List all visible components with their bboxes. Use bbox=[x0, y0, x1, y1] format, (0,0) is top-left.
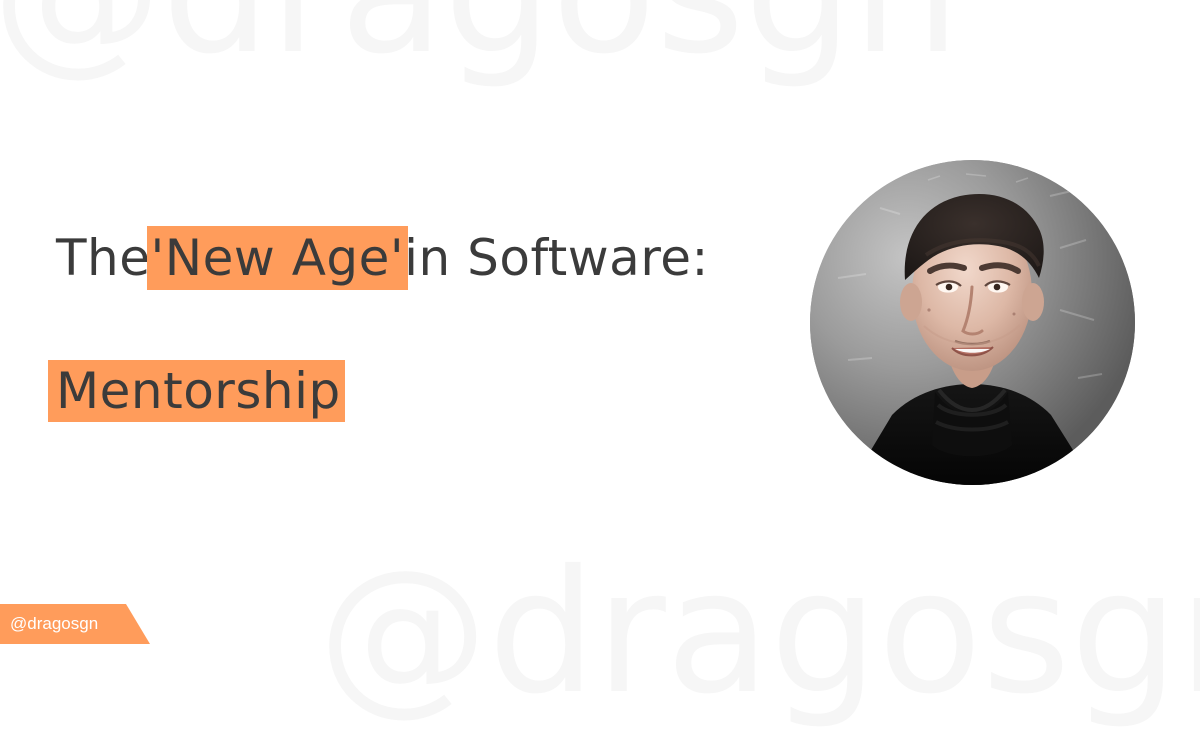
subtitle-highlight: Mentorship bbox=[48, 360, 345, 422]
avatar bbox=[810, 160, 1135, 485]
avatar-illustration bbox=[810, 160, 1135, 485]
headline-suffix: in Software: bbox=[404, 229, 709, 287]
headline-prefix: The bbox=[56, 229, 151, 287]
headline-highlight: 'New Age' bbox=[146, 226, 409, 290]
watermark-bottom: @dragosgn bbox=[318, 534, 1200, 732]
watermark-top: @dragosgn bbox=[0, 0, 960, 78]
handle-text: @dragosgn bbox=[10, 614, 99, 633]
handle-tag: @dragosgn bbox=[0, 604, 150, 644]
headline: The 'New Age' in Software: bbox=[56, 226, 709, 290]
